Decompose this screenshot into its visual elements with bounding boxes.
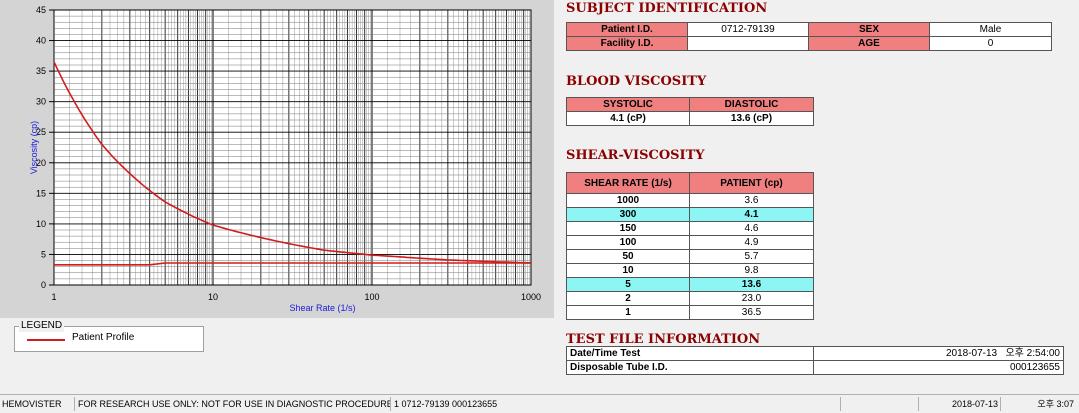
y-tick-label: 15: [36, 188, 46, 198]
test-file-table: Date/Time Test 2018-07-13 오후 2:54:00 Dis…: [566, 346, 1064, 375]
shear-rate-cell: 2: [566, 291, 690, 306]
table-row: 1 36.5: [566, 305, 814, 320]
y-tick-label: 45: [36, 5, 46, 15]
shear-rate-cell: 5: [566, 277, 690, 292]
legend-title: LEGEND: [19, 320, 65, 332]
x-tick-label: 1000: [521, 292, 541, 302]
datetime-label: Date/Time Test: [566, 346, 814, 361]
patient-profile-line: [53, 61, 532, 264]
table-row: 2 23.0: [566, 291, 814, 306]
viscosity-cell: 13.6: [689, 277, 814, 292]
diastolic-label: DIASTOLIC: [689, 97, 814, 112]
x-tick-label: 100: [364, 292, 379, 302]
diastolic-value: 13.6 (cP): [689, 111, 814, 126]
shear-rate-cell: 300: [566, 207, 690, 222]
shear-viscosity-table: SHEAR RATE (1/s) PATIENT (cp) 1000 3.6 30…: [566, 172, 814, 320]
shear-viscosity-title: SHEAR-VISCOSITY: [566, 148, 705, 163]
patient-id-value: 0712-79139: [687, 22, 809, 37]
table-row: 10 9.8: [566, 263, 814, 278]
tube-id-label: Disposable Tube I.D.: [566, 360, 814, 375]
shear-rate-cell: 1000: [566, 193, 690, 208]
viscosity-cell: 5.7: [689, 249, 814, 264]
facility-id-value: [687, 36, 809, 51]
status-blank: [842, 397, 919, 411]
x-tick-label: 10: [208, 292, 218, 302]
age-label: AGE: [808, 36, 930, 51]
subject-title: SUBJECT IDENTIFICATION: [566, 1, 768, 16]
subject-table: Patient I.D. 0712-79139 SEX Male Facilit…: [566, 22, 1052, 51]
shear-rate-cell: 1: [566, 305, 690, 320]
table-row-highlighted: 5 13.6: [566, 277, 814, 292]
sex-value: Male: [929, 22, 1052, 37]
y-tick-label: 0: [41, 280, 46, 290]
y-tick-label: 25: [36, 127, 46, 137]
facility-id-label: Facility I.D.: [566, 36, 688, 51]
test-file-title: TEST FILE INFORMATION: [566, 332, 761, 347]
viscosity-chart: 0 5 10 15 20 25 30 35 40 45 1 10 100 1000 Shear Rate (…: [29, 5, 541, 313]
status-notice: FOR RESEARCH USE ONLY: NOT FOR USE IN DI…: [78, 397, 391, 411]
blood-viscosity-table: SYSTOLIC DIASTOLIC 4.1 (cP) 13.6 (cP): [566, 97, 814, 126]
status-app-name: HEMOVISTER: [0, 397, 75, 411]
sex-label: SEX: [808, 22, 930, 37]
table-row: 150 4.6: [566, 221, 814, 236]
reference-line: [54, 262, 531, 266]
table-row: 50 5.7: [566, 249, 814, 264]
viscosity-cell: 36.5: [689, 305, 814, 320]
patient-id-label: Patient I.D.: [566, 22, 688, 37]
systolic-value: 4.1 (cP): [566, 111, 690, 126]
y-tick-label: 30: [36, 97, 46, 107]
y-tick-label: 20: [36, 158, 46, 168]
shear-rate-header: SHEAR RATE (1/s): [566, 172, 690, 194]
datetime-value: 2018-07-13 오후 2:54:00: [813, 346, 1064, 361]
legend-item-label: Patient Profile: [72, 332, 135, 343]
table-row-highlighted: 300 4.1: [566, 207, 814, 222]
x-axis-label: Shear Rate (1/s): [289, 303, 355, 313]
legend-box: LEGEND Patient Profile: [14, 320, 204, 352]
tube-id-value: 000123655: [813, 360, 1064, 375]
status-time: 오후 3:07: [1037, 399, 1074, 409]
shear-rate-cell: 10: [566, 263, 690, 278]
y-tick-label: 40: [36, 36, 46, 46]
status-date: 2018-07-13: [920, 397, 1001, 411]
viscosity-chart-panel: 0 5 10 15 20 25 30 35 40 45 1 10 100 1000 Shear Rate (…: [0, 0, 554, 318]
viscosity-cell: 4.6: [689, 221, 814, 236]
viscosity-cell: 3.6: [689, 193, 814, 208]
age-value: 0: [929, 36, 1052, 51]
status-bar: HEMOVISTER FOR RESEARCH USE ONLY: NOT FO…: [0, 394, 1079, 413]
shear-rate-cell: 100: [566, 235, 690, 250]
y-tick-label: 10: [36, 219, 46, 229]
y-tick-label: 5: [41, 249, 46, 259]
x-tick-label: 1: [51, 292, 56, 302]
y-axis-label: Viscosity (cp): [29, 121, 39, 174]
blood-viscosity-title: BLOOD VISCOSITY: [566, 74, 707, 89]
table-row: 1000 3.6: [566, 193, 814, 208]
status-record: 1 0712-79139 000123655: [392, 397, 841, 411]
patient-cp-header: PATIENT (cp): [689, 172, 814, 194]
shear-rate-cell: 150: [566, 221, 690, 236]
shear-rate-cell: 50: [566, 249, 690, 264]
plot-area: [53, 9, 532, 286]
viscosity-cell: 9.8: [689, 263, 814, 278]
systolic-label: SYSTOLIC: [566, 97, 690, 112]
legend-line-swatch: [27, 339, 65, 341]
table-row: 100 4.9: [566, 235, 814, 250]
viscosity-cell: 23.0: [689, 291, 814, 306]
y-tick-label: 35: [36, 66, 46, 76]
viscosity-cell: 4.9: [689, 235, 814, 250]
viscosity-cell: 4.1: [689, 207, 814, 222]
